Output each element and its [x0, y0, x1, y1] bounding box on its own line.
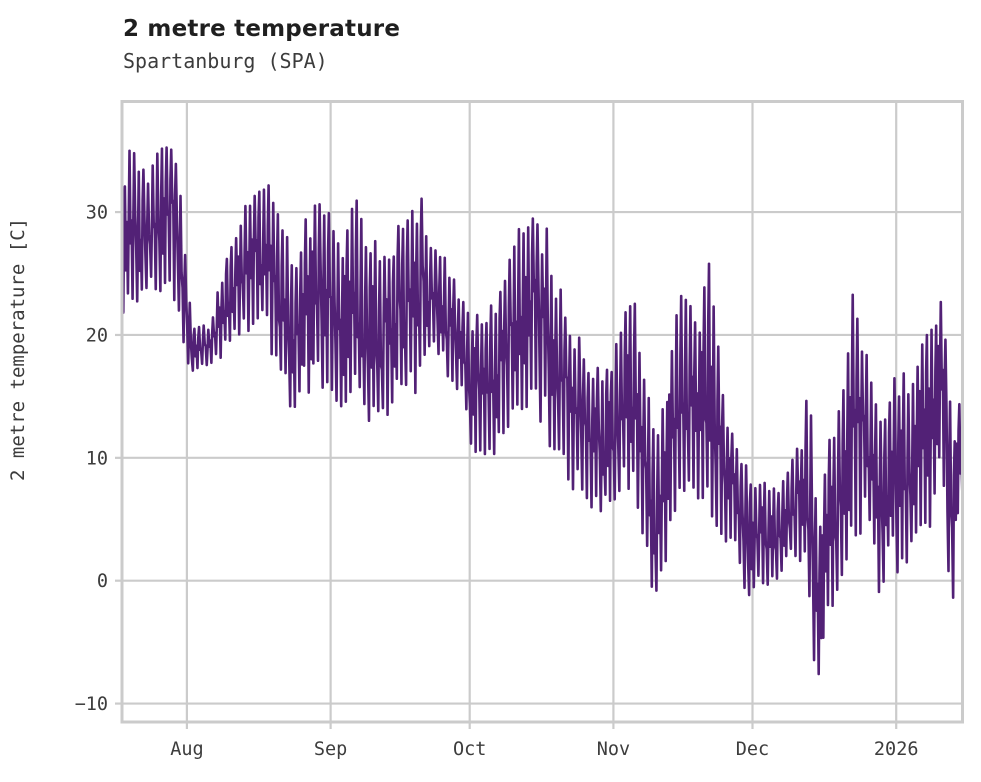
y-tick-label: 0: [97, 571, 108, 592]
axes-border: [120, 100, 964, 724]
y-tick-label: −10: [75, 694, 108, 715]
y-tick-label: 20: [86, 325, 108, 346]
y-tick-label: 30: [86, 203, 108, 224]
x-tick-label: Aug: [170, 739, 203, 760]
y-tick-label: 10: [86, 448, 108, 469]
x-tick-label: 2026: [874, 739, 919, 760]
x-tick-label: Dec: [736, 739, 769, 760]
y-axis-label: 2 metre temperature [C]: [7, 217, 29, 481]
chart-subtitle: Spartanburg (SPA): [123, 49, 328, 73]
x-tick-label: Oct: [453, 739, 486, 760]
temperature-series-line: [122, 146, 963, 676]
x-tick-label: Sep: [314, 739, 347, 760]
x-tick-label: Nov: [597, 739, 630, 760]
chart-title: 2 metre temperature: [123, 16, 401, 42]
